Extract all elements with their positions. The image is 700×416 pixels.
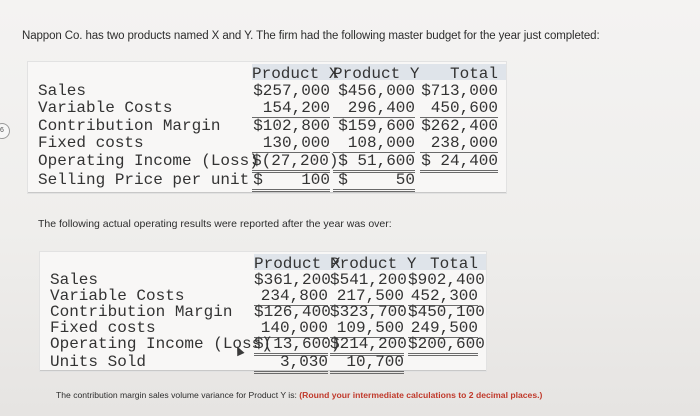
cell-total: 249,500 bbox=[408, 319, 478, 338]
cell-total: 450,600 bbox=[420, 99, 498, 118]
row-label: Fixed costs bbox=[38, 134, 144, 152]
cell-x: $126,400 bbox=[254, 303, 331, 321]
row-label: Selling Price per unit bbox=[38, 171, 250, 189]
cell-x: 140,000 bbox=[254, 319, 328, 338]
cell-x: 130,000 bbox=[252, 134, 330, 153]
row-label: Sales bbox=[50, 271, 99, 289]
header-product-y: Product Y bbox=[333, 65, 420, 83]
question-prompt: The contribution margin sales volume var… bbox=[56, 390, 297, 400]
cell-y: 296,400 bbox=[333, 99, 415, 118]
table-header-row bbox=[254, 254, 486, 270]
cell-x: 234,800 bbox=[254, 287, 328, 306]
cell-x: $(27,200) bbox=[252, 152, 338, 173]
master-budget-table: Product X Product Y Total Sales $257,000… bbox=[28, 62, 506, 193]
cell-total: $713,000 bbox=[421, 82, 498, 100]
cell-x: $361,200 bbox=[254, 271, 331, 289]
question-text: The contribution margin sales volume var… bbox=[56, 390, 656, 401]
intro-text: Nappon Co. has two products named X and … bbox=[22, 30, 600, 42]
cell-total: 238,000 bbox=[420, 134, 498, 153]
row-label: Operating Income (Loss) bbox=[50, 335, 271, 353]
cell-y: $ 50 bbox=[333, 171, 415, 192]
row-label: Contribution Margin bbox=[38, 117, 221, 135]
row-label: Units Sold bbox=[50, 353, 147, 371]
header-product-x: Product X bbox=[252, 65, 339, 83]
cell-x: $257,000 bbox=[253, 82, 330, 100]
question-instruction: (Round your intermediate calculations to… bbox=[299, 390, 543, 400]
actual-results-intro: The following actual operating results w… bbox=[38, 218, 392, 230]
cell-y: $541,200 bbox=[330, 271, 407, 289]
cell-total: $ 24,400 bbox=[420, 152, 498, 173]
cell-y: $456,000 bbox=[338, 82, 415, 100]
cell-y: 108,000 bbox=[333, 134, 415, 153]
cell-x: $102,800 bbox=[253, 117, 330, 135]
cell-x: 154,200 bbox=[252, 99, 330, 118]
cell-x: $(13,600) bbox=[254, 335, 340, 356]
cell-y: 109,500 bbox=[330, 319, 404, 338]
cell-total: $262,400 bbox=[421, 117, 498, 135]
cell-y: $ 51,600 bbox=[333, 152, 415, 173]
cell-y: $159,600 bbox=[338, 117, 415, 135]
row-label: Fixed costs bbox=[50, 319, 156, 337]
row-label: Sales bbox=[38, 82, 87, 100]
row-label: Contribution Margin bbox=[50, 303, 233, 321]
cell-y: 217,500 bbox=[330, 287, 404, 306]
cell-total: $450,100 bbox=[408, 303, 485, 321]
row-label: Variable Costs bbox=[50, 287, 185, 305]
cell-x: 3,030 bbox=[254, 353, 328, 374]
cell-total: 452,300 bbox=[408, 287, 478, 306]
question-number-badge[interactable]: 6 bbox=[0, 123, 10, 139]
row-label: Operating Income (Loss) bbox=[38, 152, 259, 170]
actual-results-table: Product X Product Y Total Sales $361,200… bbox=[40, 252, 486, 374]
cell-y: $214,200 bbox=[330, 335, 407, 356]
table-header-row bbox=[252, 64, 506, 80]
header-total: Total bbox=[429, 255, 478, 273]
cell-x: $ 100 bbox=[252, 171, 330, 192]
header-total: Total bbox=[449, 65, 498, 83]
cell-y: 10,700 bbox=[330, 353, 404, 374]
cell-total: $200,600 bbox=[408, 335, 485, 356]
cell-y: $323,700 bbox=[330, 303, 407, 321]
cell-total: $902,400 bbox=[408, 271, 485, 289]
row-label: Variable Costs bbox=[38, 99, 173, 117]
